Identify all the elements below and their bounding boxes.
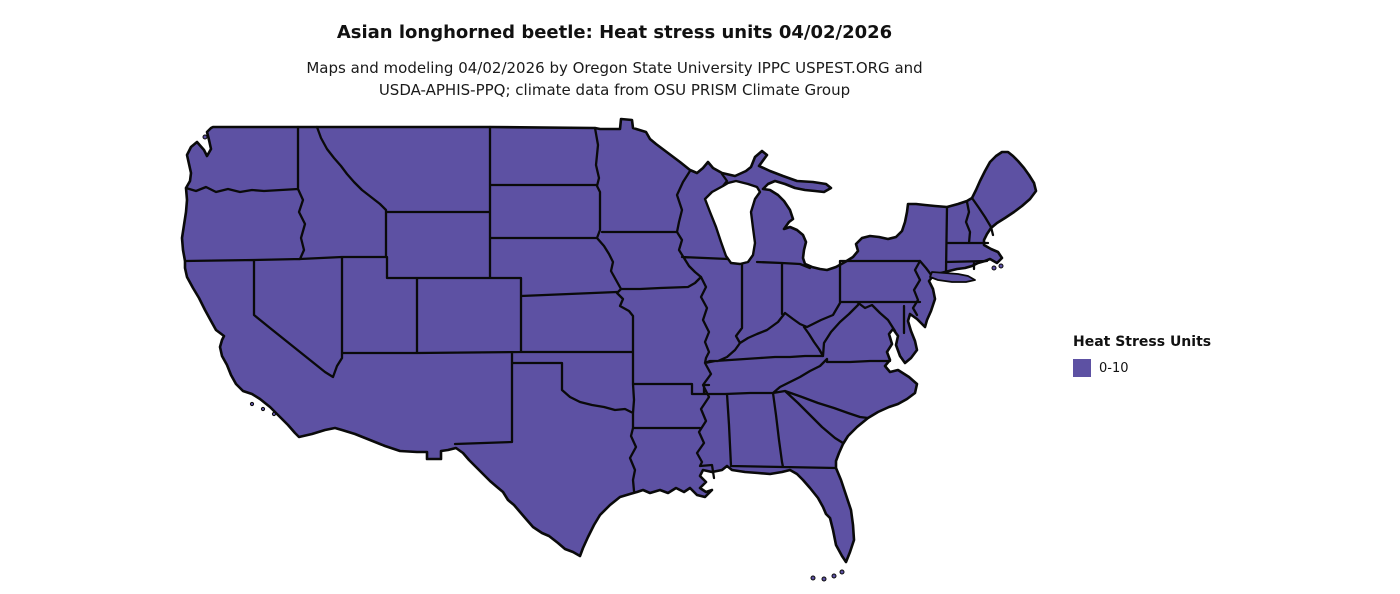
- island-dot: [810, 575, 816, 581]
- legend-item: 0-10: [1073, 359, 1211, 377]
- island-dot: [249, 401, 255, 407]
- island-dot: [839, 569, 845, 575]
- state-borders: [183, 125, 995, 493]
- lake-michigan: [703, 179, 762, 266]
- island-dot: [991, 265, 997, 271]
- legend-item-label: 0-10: [1099, 360, 1129, 376]
- subtitle-line-2: USDA-APHIS-PPQ; climate data from OSU PR…: [378, 81, 851, 99]
- island-dots: [202, 134, 1004, 582]
- island-dot: [271, 411, 277, 417]
- legend-swatch: [1073, 359, 1091, 377]
- island-dot: [202, 134, 208, 140]
- legend: Heat Stress Units 0-10: [1073, 334, 1211, 377]
- island-dot: [998, 263, 1004, 269]
- legend-title: Heat Stress Units: [1073, 334, 1212, 350]
- island-dot: [260, 406, 266, 412]
- subtitle: Maps and modeling 04/02/2026 by Oregon S…: [0, 57, 1229, 101]
- us-map-outline: [180, 117, 1038, 564]
- island-dot: [831, 573, 837, 579]
- long-island: [929, 271, 976, 283]
- island-dot: [821, 576, 827, 582]
- page-title: Asian longhorned beetle: Heat stress uni…: [336, 22, 893, 43]
- subtitle-line-1: Maps and modeling 04/02/2026 by Oregon S…: [306, 59, 923, 77]
